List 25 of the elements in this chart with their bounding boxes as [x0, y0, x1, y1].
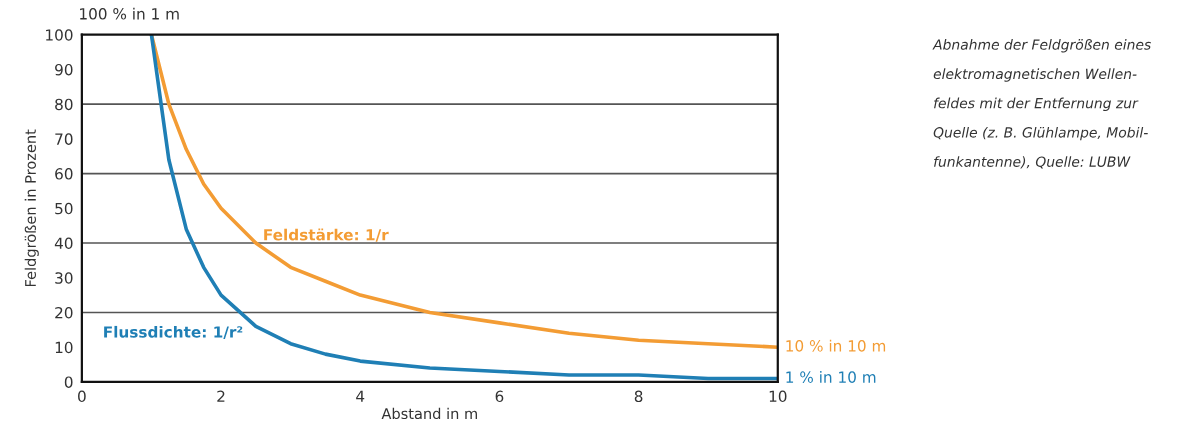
- y-tick-label: 100: [46, 29, 73, 41]
- y-tick-label: 70: [55, 133, 73, 145]
- y-tick-label: 0: [64, 376, 73, 388]
- y-tick-label: 50: [55, 202, 73, 215]
- x-tick-label: 6: [495, 390, 504, 403]
- text: 10 % in 10 m: [786, 339, 886, 352]
- text: Abnahme der Feldgrößen eines elektromagnetischen Wellen- feldes mit der Entfernung zur Quelle (z. B. Glühlampe, Mobil- funkantenne), Quelle: LUBW: [932, 39, 1151, 169]
- x-tick-label: 8: [634, 390, 643, 403]
- x-tick-label: 2: [217, 390, 225, 402]
- y-tick-label: 60: [55, 168, 73, 180]
- x-axis-title: Abstand in m: [381, 407, 477, 420]
- x-tick-label: 10: [769, 390, 787, 403]
- y-tick-label: 40: [54, 237, 73, 250]
- text: 1 % in 10 m: [786, 371, 876, 383]
- y-tick-label: 10: [55, 341, 73, 354]
- y-axis-title: Feldgrößen in Prozent: [24, 129, 39, 287]
- text: 100 % in 1 m: [80, 7, 179, 20]
- series-label: Flussdichte: 1/r²: [104, 325, 243, 339]
- y-tick-label: 30: [55, 272, 73, 284]
- y-tick-label: 80: [55, 98, 73, 111]
- series-label: Feldstärke: 1/r: [264, 228, 389, 242]
- y-tick-label: 90: [55, 63, 73, 76]
- y-tick-label: 20: [55, 306, 73, 319]
- x-tick-label: 4: [356, 390, 365, 402]
- x-tick-label: 0: [78, 390, 86, 403]
